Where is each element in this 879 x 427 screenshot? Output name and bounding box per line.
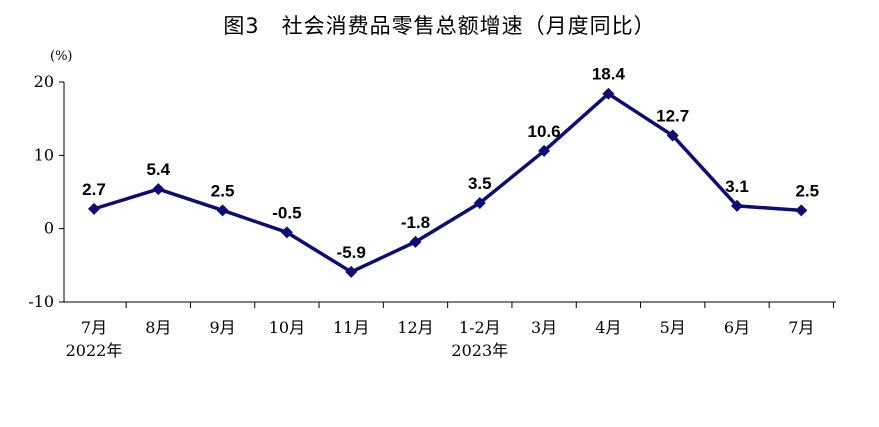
x-tick-label: 3月 <box>531 318 557 337</box>
x-tick-label: 5月 <box>660 318 686 337</box>
x-tick-label: 9月 <box>210 318 236 337</box>
x-tick-label: 7月 <box>81 318 107 337</box>
data-label: -1.8 <box>401 213 430 232</box>
data-label: 12.7 <box>656 107 689 126</box>
data-point-marker <box>280 226 293 239</box>
data-label: -0.5 <box>272 203 301 222</box>
data-point-marker <box>152 183 165 196</box>
series-line <box>88 87 808 278</box>
data-label: 2.7 <box>82 180 106 199</box>
y-axis-unit: (%) <box>50 49 73 64</box>
y-tick-label: 0 <box>44 219 54 238</box>
x-tick-label: 7月 <box>788 318 814 337</box>
data-label: 5.4 <box>146 160 170 179</box>
data-point-marker <box>473 197 486 209</box>
x-tick-label: 1-2月 <box>459 318 501 337</box>
x-tick-label: 10月 <box>269 318 305 337</box>
y-tick-label: 10 <box>34 145 54 164</box>
x-tick-label: 8月 <box>145 318 171 337</box>
data-point-marker <box>538 144 551 157</box>
chart-title: 图3 社会消费品零售总额增速（月度同比） <box>223 14 656 38</box>
data-point-marker <box>731 199 743 212</box>
data-labels: 2.7 5.4 2.5 -0.5 -5.9 -1.8 3.5 10.6 18.4 12.7 3.1 2… <box>82 65 819 262</box>
x-tick-label: 12月 <box>397 318 433 337</box>
x-tick-label: 6月 <box>724 318 750 337</box>
y-tick-label: 20 <box>34 72 54 91</box>
data-label: 3.5 <box>468 174 492 193</box>
data-label: 2.5 <box>795 181 819 200</box>
data-point-marker <box>345 265 358 278</box>
x-tick-label: 11月 <box>333 318 369 337</box>
data-point-marker <box>666 129 679 142</box>
data-label: 3.1 <box>725 177 749 196</box>
data-label: -5.9 <box>337 243 366 262</box>
data-label: 2.5 <box>211 181 235 200</box>
data-label: 10.6 <box>528 122 561 141</box>
y-axis-ticks: -10 0 10 20 (%) <box>28 49 72 311</box>
series-path <box>93 91 802 274</box>
x-tick-sublabel: 2022年 <box>66 341 123 360</box>
data-point-marker <box>88 202 100 215</box>
y-tick-label: -10 <box>28 292 54 311</box>
x-tick-label: 4月 <box>595 318 621 337</box>
axes <box>63 82 836 303</box>
data-point-marker <box>602 87 615 100</box>
data-point-marker <box>409 235 422 248</box>
data-point-marker <box>795 204 808 217</box>
x-tick-sublabel: 2023年 <box>451 341 508 360</box>
x-axis-ticks: 7月 2022年 8月 9月 10月 11月 12月 1-2月 2023年 3月 4月 5月 6月 7月 <box>66 302 834 360</box>
data-label: 18.4 <box>592 65 626 84</box>
data-point-marker <box>216 204 229 217</box>
